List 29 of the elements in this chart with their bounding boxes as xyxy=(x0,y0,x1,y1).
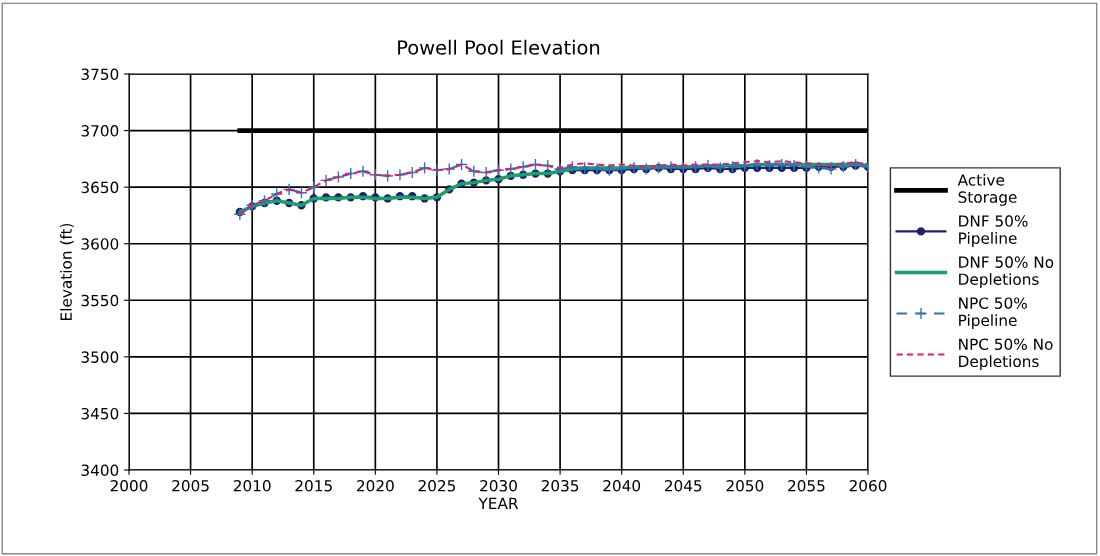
y-tick-label: 3650 xyxy=(81,181,119,194)
x-tick-label: 2035 xyxy=(541,479,579,492)
chart-title: Powell Pool Elevation xyxy=(398,39,600,55)
x-tick-label: 2000 xyxy=(110,479,148,492)
legend-label: NPC 50% No Depletions xyxy=(959,338,1053,371)
legend-label: NPC 50% Pipeline xyxy=(959,297,1027,330)
legend-label: Active Storage xyxy=(957,173,1017,206)
x-tick-label: 2010 xyxy=(233,479,271,492)
legend-label: DNF 50% Pipeline xyxy=(959,215,1028,247)
y-axis-title: Elevation (ft) xyxy=(60,223,74,320)
y-tick-label: 3550 xyxy=(81,294,119,307)
y-tick-label: 3450 xyxy=(81,407,119,420)
x-tick-label: 2015 xyxy=(295,479,332,492)
x-tick-label: 2030 xyxy=(480,479,517,492)
legend-label: DNF 50% No Depletions xyxy=(959,256,1054,288)
x-tick-label: 2040 xyxy=(603,479,641,492)
y-tick-label: 3400 xyxy=(81,464,119,477)
y-tick-label: 3750 xyxy=(81,68,119,81)
x-tick-label: 2050 xyxy=(726,479,764,492)
x-tick-label: 2005 xyxy=(172,479,209,492)
x-tick-label: 2060 xyxy=(849,479,887,492)
x-axis-title: YEAR xyxy=(478,497,519,509)
y-tick-label: 3700 xyxy=(81,125,119,137)
x-tick-label: 2020 xyxy=(357,479,394,492)
y-tick-label: 3600 xyxy=(81,238,119,250)
x-tick-label: 2045 xyxy=(664,479,702,492)
x-tick-label: 2055 xyxy=(788,479,825,492)
x-tick-label: 2025 xyxy=(418,479,456,492)
y-tick-label: 3500 xyxy=(81,351,119,363)
